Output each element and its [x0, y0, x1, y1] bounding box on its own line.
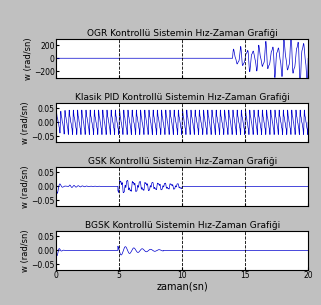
- Text: BGSK Kontrollü Sistemin Hız-Zaman Grafiği: BGSK Kontrollü Sistemin Hız-Zaman Grafiğ…: [84, 221, 280, 230]
- Text: GSK Kontrollü Sistemin Hız-Zaman Grafiği: GSK Kontrollü Sistemin Hız-Zaman Grafiği: [88, 157, 277, 166]
- Text: OGR Kontrollü Sistemin Hız-Zaman Grafiği: OGR Kontrollü Sistemin Hız-Zaman Grafiği: [87, 29, 278, 38]
- Y-axis label: w (rad/sn): w (rad/sn): [21, 165, 30, 208]
- Y-axis label: w (rad/sn): w (rad/sn): [21, 101, 30, 144]
- Y-axis label: w (rad/sn): w (rad/sn): [21, 229, 30, 272]
- Text: Klasik PID Kontrollü Sistemin Hız-Zaman Grafiği: Klasik PID Kontrollü Sistemin Hız-Zaman …: [75, 93, 290, 102]
- Y-axis label: w (rad/sn): w (rad/sn): [23, 37, 32, 80]
- X-axis label: zaman(sn): zaman(sn): [156, 282, 208, 292]
